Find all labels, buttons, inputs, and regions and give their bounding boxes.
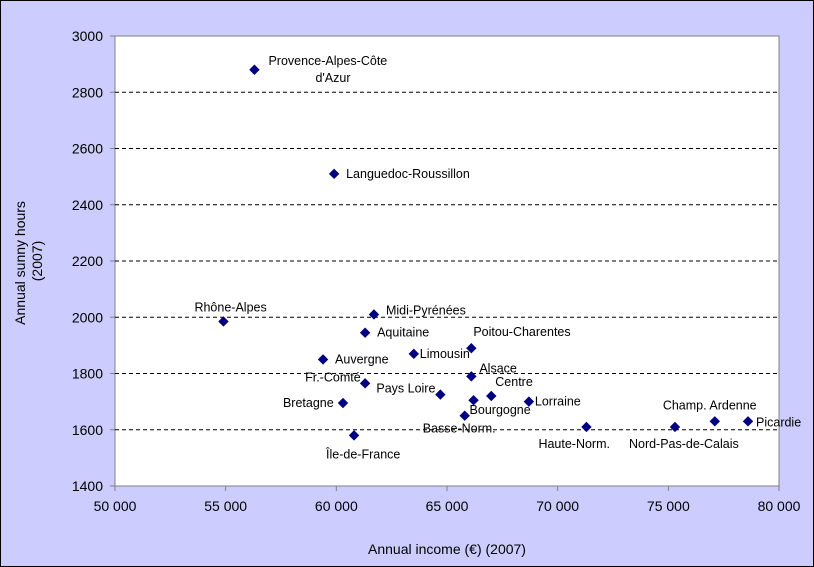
point-label-line: Poitou-Charentes — [473, 325, 570, 339]
data-point — [742, 416, 754, 427]
point-label: Auvergne — [335, 352, 389, 366]
x-tick-label: 55 000 — [204, 498, 247, 514]
gridlines — [115, 91, 779, 431]
point-label-line: Aquitaine — [377, 326, 429, 340]
y-axis-title-line-1: Annual sunny hours — [12, 201, 28, 325]
point-label-line: Languedoc-Roussillon — [346, 167, 470, 181]
y-tick-label: 2600 — [72, 141, 103, 157]
x-tick-label: 80 000 — [758, 498, 801, 514]
point-label-line: Provence-Alpes-Côte — [268, 54, 387, 68]
y-tick-label: 3000 — [72, 28, 103, 44]
point-label-line: Alsace — [479, 361, 517, 375]
point-label: Île-de-France — [325, 446, 400, 461]
point-label: Lorraine — [535, 395, 581, 409]
point-label: Bretagne — [283, 396, 334, 410]
point-label: Rhône-Alpes — [194, 300, 266, 314]
point-label: Aquitaine — [377, 326, 429, 340]
point-label: Pays Loire — [376, 382, 435, 396]
data-point — [466, 371, 477, 382]
point-label-line: Bretagne — [283, 396, 334, 410]
y-tick-label: 2000 — [72, 309, 103, 325]
point-label-line: Picardie — [756, 415, 801, 429]
y-tick-label: 2400 — [72, 197, 103, 213]
data-point — [468, 395, 479, 406]
x-tick-label: 65 000 — [426, 498, 469, 514]
point-label-line: Auvergne — [335, 352, 389, 366]
point-label-line: Basse-Norm. — [423, 422, 496, 436]
y-tick-label: 1600 — [72, 422, 103, 438]
y-axis-title-line-2: (2007) — [29, 241, 45, 281]
point-label-line: Limousin — [420, 347, 470, 361]
point-label: Basse-Norm. — [423, 422, 496, 436]
point-label: Poitou-Charentes — [473, 325, 570, 339]
y-axis-title: Annual sunny hours (2007) — [12, 197, 45, 325]
data-point — [669, 421, 681, 433]
point-label: Limousin — [420, 347, 470, 361]
x-tick-label: 60 000 — [315, 498, 358, 514]
data-point — [408, 348, 420, 360]
data-point — [581, 421, 592, 433]
y-axis-ticks: 1400 1600 1800 2000 2200 2400 2600 2800 3000 — [72, 28, 115, 494]
data-point — [317, 354, 329, 365]
data-point — [348, 430, 360, 441]
point-label: Centre — [495, 375, 533, 389]
data-point — [435, 389, 446, 400]
data-point — [709, 416, 721, 427]
point-label-line: Bourgogne — [470, 403, 531, 417]
point-labels: Provence-Alpes-Côte d'Azur Languedoc-Rouss… — [194, 54, 801, 462]
x-axis-title: Annual income (€) (2007) — [368, 541, 526, 557]
y-tick-label: 1800 — [72, 366, 103, 382]
data-point — [328, 168, 340, 180]
point-label: Provence-Alpes-Côte d'Azur — [268, 54, 387, 85]
data-point — [523, 396, 535, 407]
data-point — [466, 342, 477, 354]
point-label-line: Haute-Norm. — [538, 437, 610, 451]
point-label-line: Île-de-France — [325, 446, 400, 461]
point-label: Midi-Pyrénées — [386, 303, 466, 317]
point-label: Picardie — [756, 415, 801, 429]
data-point — [359, 327, 371, 338]
point-label-line: Rhône-Alpes — [194, 300, 266, 314]
point-label-line: Fr.-Comté — [305, 370, 361, 384]
x-axis-ticks: 50 000 55 000 60 000 65 000 70 000 75 000 80 0… — [94, 486, 801, 514]
data-point — [368, 309, 380, 320]
data-point — [337, 397, 349, 409]
point-label-line: Pays Loire — [376, 382, 435, 396]
data-point — [249, 64, 260, 75]
y-tick-label: 2800 — [72, 84, 103, 100]
x-tick-label: 70 000 — [536, 498, 579, 514]
data-points — [218, 64, 754, 441]
point-label: Champ. Ardenne — [663, 398, 757, 412]
point-label: Nord-Pas-de-Calais — [629, 437, 739, 451]
point-label: Bourgogne — [470, 403, 531, 417]
point-label-line: d'Azur — [315, 71, 350, 85]
x-tick-label: 50 000 — [94, 498, 137, 514]
data-point — [459, 410, 470, 421]
point-label-line: Nord-Pas-de-Calais — [629, 437, 739, 451]
point-label-line: Midi-Pyrénées — [386, 303, 466, 317]
point-label: Fr.-Comté — [305, 370, 361, 384]
point-label-line: Champ. Ardenne — [663, 398, 757, 412]
point-label: Alsace — [479, 361, 517, 375]
data-point — [218, 316, 229, 327]
data-point — [359, 378, 371, 389]
y-tick-label: 2200 — [72, 253, 103, 269]
point-label-line: Lorraine — [535, 395, 581, 409]
point-label-line: Centre — [495, 375, 533, 389]
point-label: Haute-Norm. — [538, 437, 610, 451]
y-tick-label: 1400 — [72, 478, 103, 494]
point-label: Languedoc-Roussillon — [346, 167, 470, 181]
x-tick-label: 75 000 — [647, 498, 690, 514]
data-point — [486, 390, 497, 402]
